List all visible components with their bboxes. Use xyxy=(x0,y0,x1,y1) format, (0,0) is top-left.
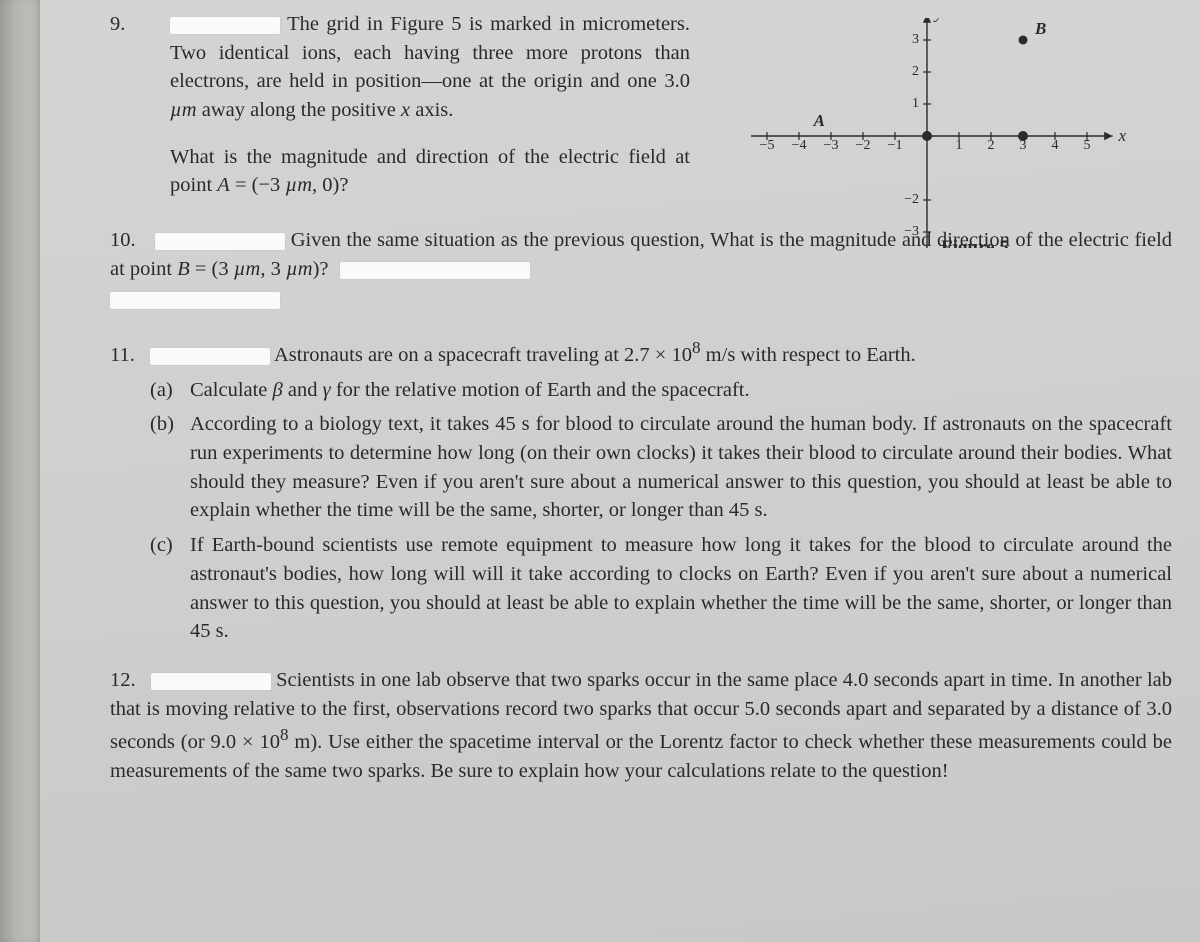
q9-p1-c: axis. xyxy=(410,99,453,121)
redaction xyxy=(170,17,280,34)
q9-p1-var: x xyxy=(401,99,410,121)
redaction xyxy=(150,348,270,365)
q11-a-text-b: and xyxy=(283,379,323,401)
q11-b-body: According to a biology text, it takes 45… xyxy=(190,410,1172,525)
q9-paragraph-1: The grid in Figure 5 is marked in microm… xyxy=(170,10,690,125)
q11-part-b: (b) According to a biology text, it take… xyxy=(150,410,1172,525)
q11-a-text-a: Calculate xyxy=(190,379,273,401)
svg-text:2: 2 xyxy=(912,64,919,79)
redaction xyxy=(110,292,280,309)
figure-5: −5−4−3−2−112345123−2−3xyABFigure 5 xyxy=(712,18,1142,248)
q9-paragraph-2: What is the magnitude and direction of t… xyxy=(170,143,690,200)
q11-gamma: γ xyxy=(323,379,331,401)
q10-u2: µm xyxy=(286,258,313,280)
q11-c-body: If Earth-bound scientists use remote equ… xyxy=(190,531,1172,646)
svg-text:−4: −4 xyxy=(792,138,807,153)
page-content: 9. The grid in Figure 5 is marked in mic… xyxy=(0,0,1200,942)
svg-text:−2: −2 xyxy=(904,192,919,207)
svg-text:5: 5 xyxy=(1084,138,1091,153)
svg-text:B: B xyxy=(1034,19,1046,38)
q10-u1: µm xyxy=(234,258,261,280)
q11-part-c: (c) If Earth-bound scientists use remote… xyxy=(150,531,1172,646)
q11-beta: β xyxy=(273,379,283,401)
svg-text:1: 1 xyxy=(912,96,919,111)
q10-c: , 3 xyxy=(260,258,286,280)
q11-a-label: (a) xyxy=(150,376,190,405)
q11-number: 11. xyxy=(110,344,135,366)
q9-p2-unit: µm xyxy=(285,174,312,196)
question-10: 10. Given the same situation as the prev… xyxy=(110,226,1172,314)
svg-text:4: 4 xyxy=(1052,138,1059,153)
q10-var: B xyxy=(177,258,190,280)
svg-text:3: 3 xyxy=(912,32,919,47)
question-9: 9. The grid in Figure 5 is marked in mic… xyxy=(170,10,1172,200)
svg-text:2: 2 xyxy=(988,138,995,153)
q11-c-label: (c) xyxy=(150,531,190,646)
svg-text:−2: −2 xyxy=(856,138,871,153)
svg-text:y: y xyxy=(933,18,943,22)
q10-number: 10. xyxy=(110,229,136,251)
q9-p2-b: = (−3 xyxy=(230,174,286,196)
redaction xyxy=(340,262,530,279)
svg-text:−5: −5 xyxy=(760,138,775,153)
q11-intro-b: m/s with respect to Earth. xyxy=(701,344,916,366)
q10-d: )? xyxy=(313,258,329,280)
q9-number: 9. xyxy=(110,10,125,39)
svg-text:−3: −3 xyxy=(824,138,839,153)
question-11: 11. Astronauts are on a spacecraft trave… xyxy=(110,336,1172,646)
q11-intro: 11. Astronauts are on a spacecraft trave… xyxy=(110,336,1172,370)
q9-p1-unit: µm xyxy=(170,99,197,121)
q9-p1-b: away along the positive xyxy=(197,99,401,121)
q11-b-label: (b) xyxy=(150,410,190,525)
q11-intro-exp: 8 xyxy=(692,338,701,357)
svg-text:1: 1 xyxy=(956,138,963,153)
q9-p2-c: , 0)? xyxy=(312,174,348,196)
svg-text:A: A xyxy=(813,111,825,130)
q12-number: 12. xyxy=(110,669,136,691)
q11-a-text-c: for the relative motion of Earth and the… xyxy=(331,379,750,401)
svg-text:x: x xyxy=(1118,126,1127,145)
q11-part-a: (a) Calculate β and γ for the relative m… xyxy=(150,376,1172,405)
redaction xyxy=(151,673,271,690)
q9-p2-var1: A xyxy=(217,174,230,196)
q11-a-body: Calculate β and γ for the relative motio… xyxy=(190,376,1172,405)
figure-5-svg: −5−4−3−2−112345123−2−3xyABFigure 5 xyxy=(712,18,1142,248)
q11-intro-a: Astronauts are on a spacecraft traveling… xyxy=(274,344,692,366)
question-12: 12. Scientists in one lab observe that t… xyxy=(110,666,1172,786)
redaction xyxy=(155,233,285,250)
svg-text:−1: −1 xyxy=(888,138,903,153)
q12-exp: 8 xyxy=(280,725,289,744)
q10-b: = (3 xyxy=(190,258,234,280)
